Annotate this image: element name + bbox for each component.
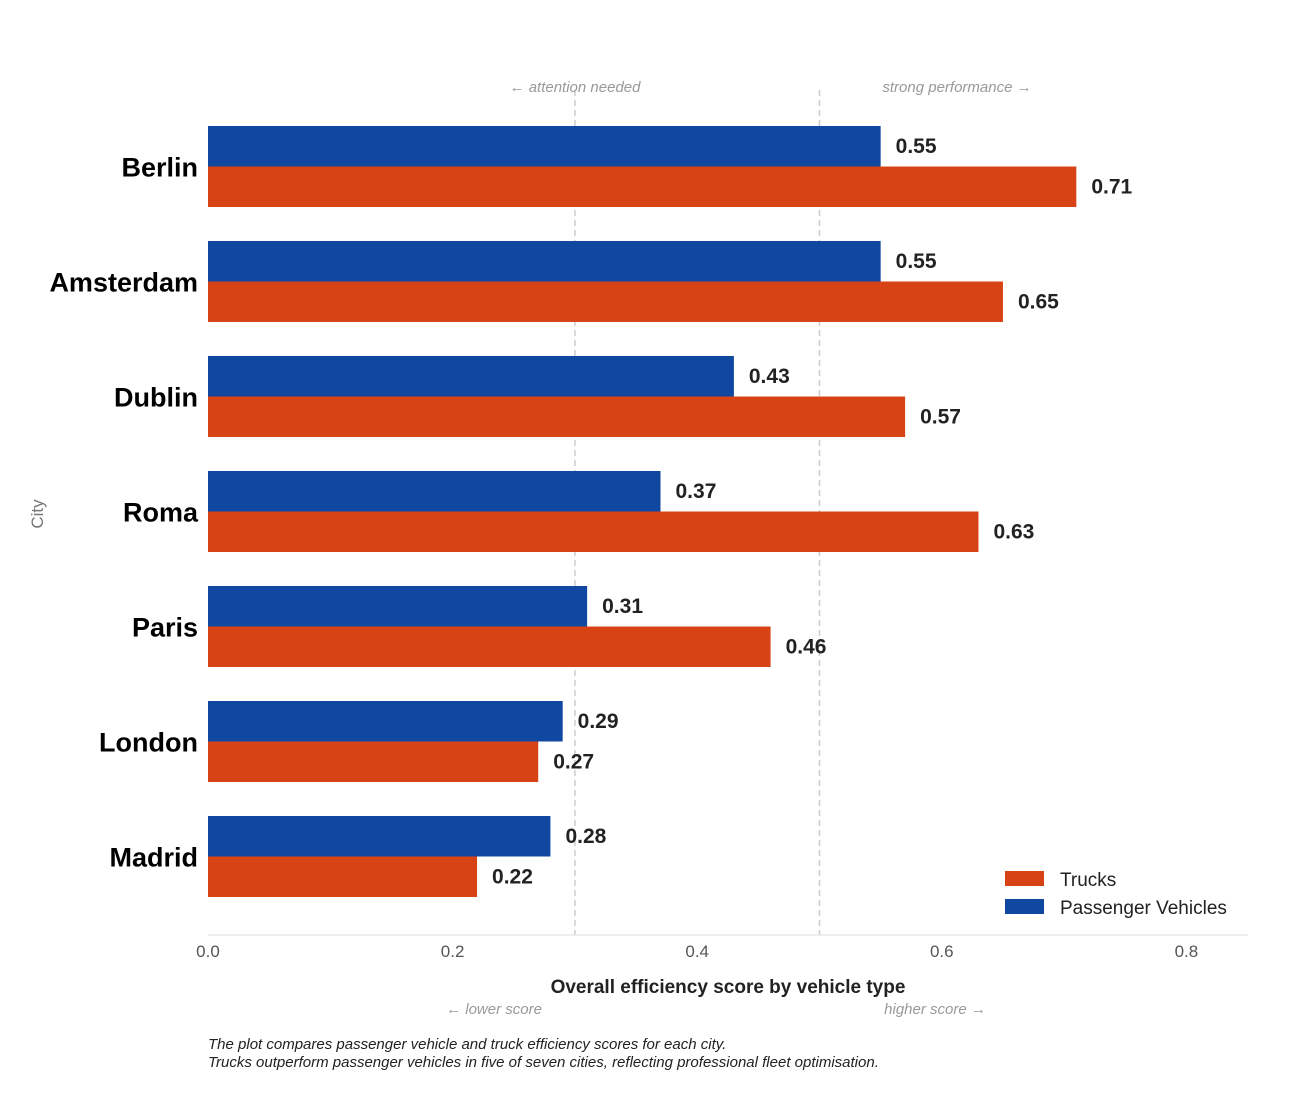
bar-trucks-london	[208, 741, 539, 782]
value-label-trucks-amsterdam: 0.65	[1018, 291, 1059, 314]
bar-passenger-madrid	[208, 816, 551, 857]
value-label-passenger-dublin: 0.43	[749, 365, 790, 388]
annotation-lower-score: ← lower score	[446, 1001, 542, 1018]
x-tick-label: 0.4	[685, 942, 709, 961]
caption-line-2: Trucks outperform passenger vehicles in …	[208, 1054, 879, 1071]
city-label-madrid: Madrid	[109, 843, 198, 873]
legend-swatch-trucks	[1005, 871, 1044, 886]
city-label-amsterdam: Amsterdam	[49, 268, 198, 298]
bar-passenger-roma	[208, 471, 661, 512]
bar-trucks-amsterdam	[208, 281, 1003, 322]
value-label-trucks-madrid: 0.22	[492, 866, 533, 889]
caption-line-1: The plot compares passenger vehicle and …	[208, 1036, 727, 1053]
bars	[208, 126, 1077, 897]
bar-trucks-madrid	[208, 856, 478, 897]
value-label-passenger-madrid: 0.28	[565, 825, 606, 848]
legend-label-trucks: Trucks	[1060, 870, 1116, 891]
x-tick-label: 0.2	[441, 942, 465, 961]
value-label-trucks-roma: 0.63	[993, 521, 1034, 544]
x-axis-ticks: 0.0 0.2 0.4 0.6 0.8	[196, 942, 1198, 961]
bar-passenger-dublin	[208, 356, 734, 397]
y-axis-title: City	[28, 499, 47, 529]
chart-caption: The plot compares passenger vehicle and …	[208, 1036, 879, 1072]
x-tick-label: 0.6	[930, 942, 954, 961]
x-tick-label: 0.8	[1175, 942, 1199, 961]
value-label-passenger-paris: 0.31	[602, 595, 643, 618]
bar-trucks-dublin	[208, 396, 906, 437]
legend: Trucks Passenger Vehicles	[1005, 870, 1227, 919]
value-label-passenger-berlin: 0.55	[896, 135, 937, 158]
value-label-passenger-amsterdam: 0.55	[896, 250, 937, 273]
bar-trucks-roma	[208, 511, 979, 552]
city-label-london: London	[99, 728, 198, 758]
value-label-trucks-dublin: 0.57	[920, 406, 961, 429]
annotation-higher-score: higher score →	[884, 1001, 986, 1018]
legend-swatch-passenger-vehicles	[1005, 899, 1044, 914]
bar-passenger-amsterdam	[208, 241, 881, 282]
value-label-trucks-london: 0.27	[553, 751, 594, 774]
value-label-passenger-london: 0.29	[578, 710, 619, 733]
annotation-strong-performance: strong performance →	[882, 79, 1031, 96]
bar-trucks-berlin	[208, 166, 1077, 207]
city-label-berlin: Berlin	[121, 153, 198, 183]
bar-passenger-london	[208, 701, 563, 742]
bar-passenger-berlin	[208, 126, 881, 167]
bar-trucks-paris	[208, 626, 771, 667]
city-label-paris: Paris	[132, 613, 198, 643]
value-label-trucks-berlin: 0.71	[1091, 176, 1132, 199]
value-label-passenger-roma: 0.37	[676, 480, 717, 503]
city-label-dublin: Dublin	[114, 383, 198, 413]
x-tick-label: 0.0	[196, 942, 220, 961]
city-label-roma: Roma	[123, 498, 199, 528]
x-axis-title: Overall efficiency score by vehicle type	[551, 977, 906, 998]
annotation-attention-needed: ← attention needed	[510, 79, 642, 96]
legend-label-passenger-vehicles: Passenger Vehicles	[1060, 898, 1227, 919]
bar-passenger-paris	[208, 586, 588, 627]
labels: 0.55 0.71 Berlin 0.55 0.65 Amsterdam 0.43 0.57 D…	[49, 135, 1132, 889]
value-label-trucks-paris: 0.46	[786, 636, 827, 659]
